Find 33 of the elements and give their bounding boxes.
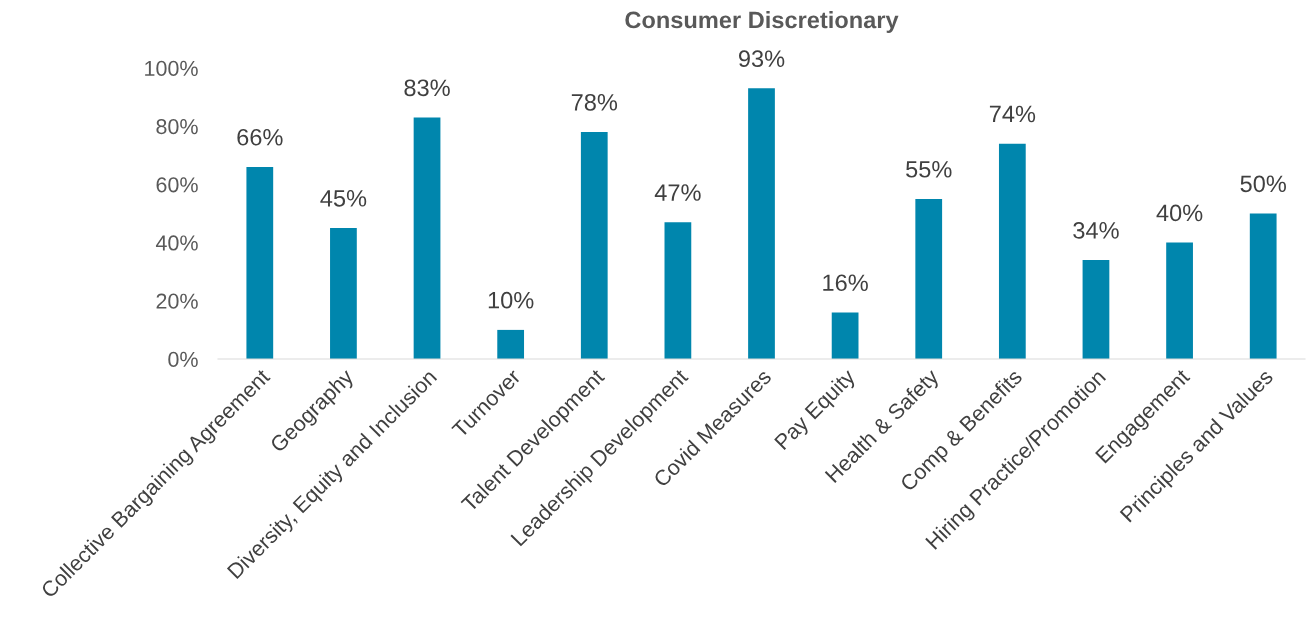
bar [915,198,943,359]
data-label: 66% [237,128,283,146]
bar [1249,213,1277,359]
bar [413,117,441,359]
data-label: 78% [571,93,618,111]
data-label: 83% [404,79,450,97]
bar [330,228,357,359]
y-tick-label: 40% [155,235,198,251]
bar [580,132,608,359]
data-label: 74% [989,105,1036,123]
chart-title: Consumer Discretionary [625,11,899,34]
y-tick-label: 0% [168,351,198,368]
y-tick-label: 100% [145,60,198,77]
bar [664,222,692,359]
bar [497,329,525,359]
bar [1166,242,1193,359]
data-label: 16% [823,274,868,292]
y-tick-label: 80% [156,118,198,135]
data-label: 47% [654,184,701,201]
data-label: 93% [738,50,785,68]
y-tick-label: 20% [156,293,198,309]
data-label: 34% [1073,222,1119,239]
data-label: 45% [320,190,367,207]
bar [748,88,775,359]
data-label: 50% [1240,175,1286,193]
bar [831,312,859,359]
data-label: 55% [906,161,952,178]
bar [998,143,1026,359]
y-tick-label: 60% [156,177,198,193]
data-label: 10% [488,291,534,309]
data-label: 40% [1156,204,1203,222]
bar [246,166,274,359]
bar [1082,260,1110,359]
